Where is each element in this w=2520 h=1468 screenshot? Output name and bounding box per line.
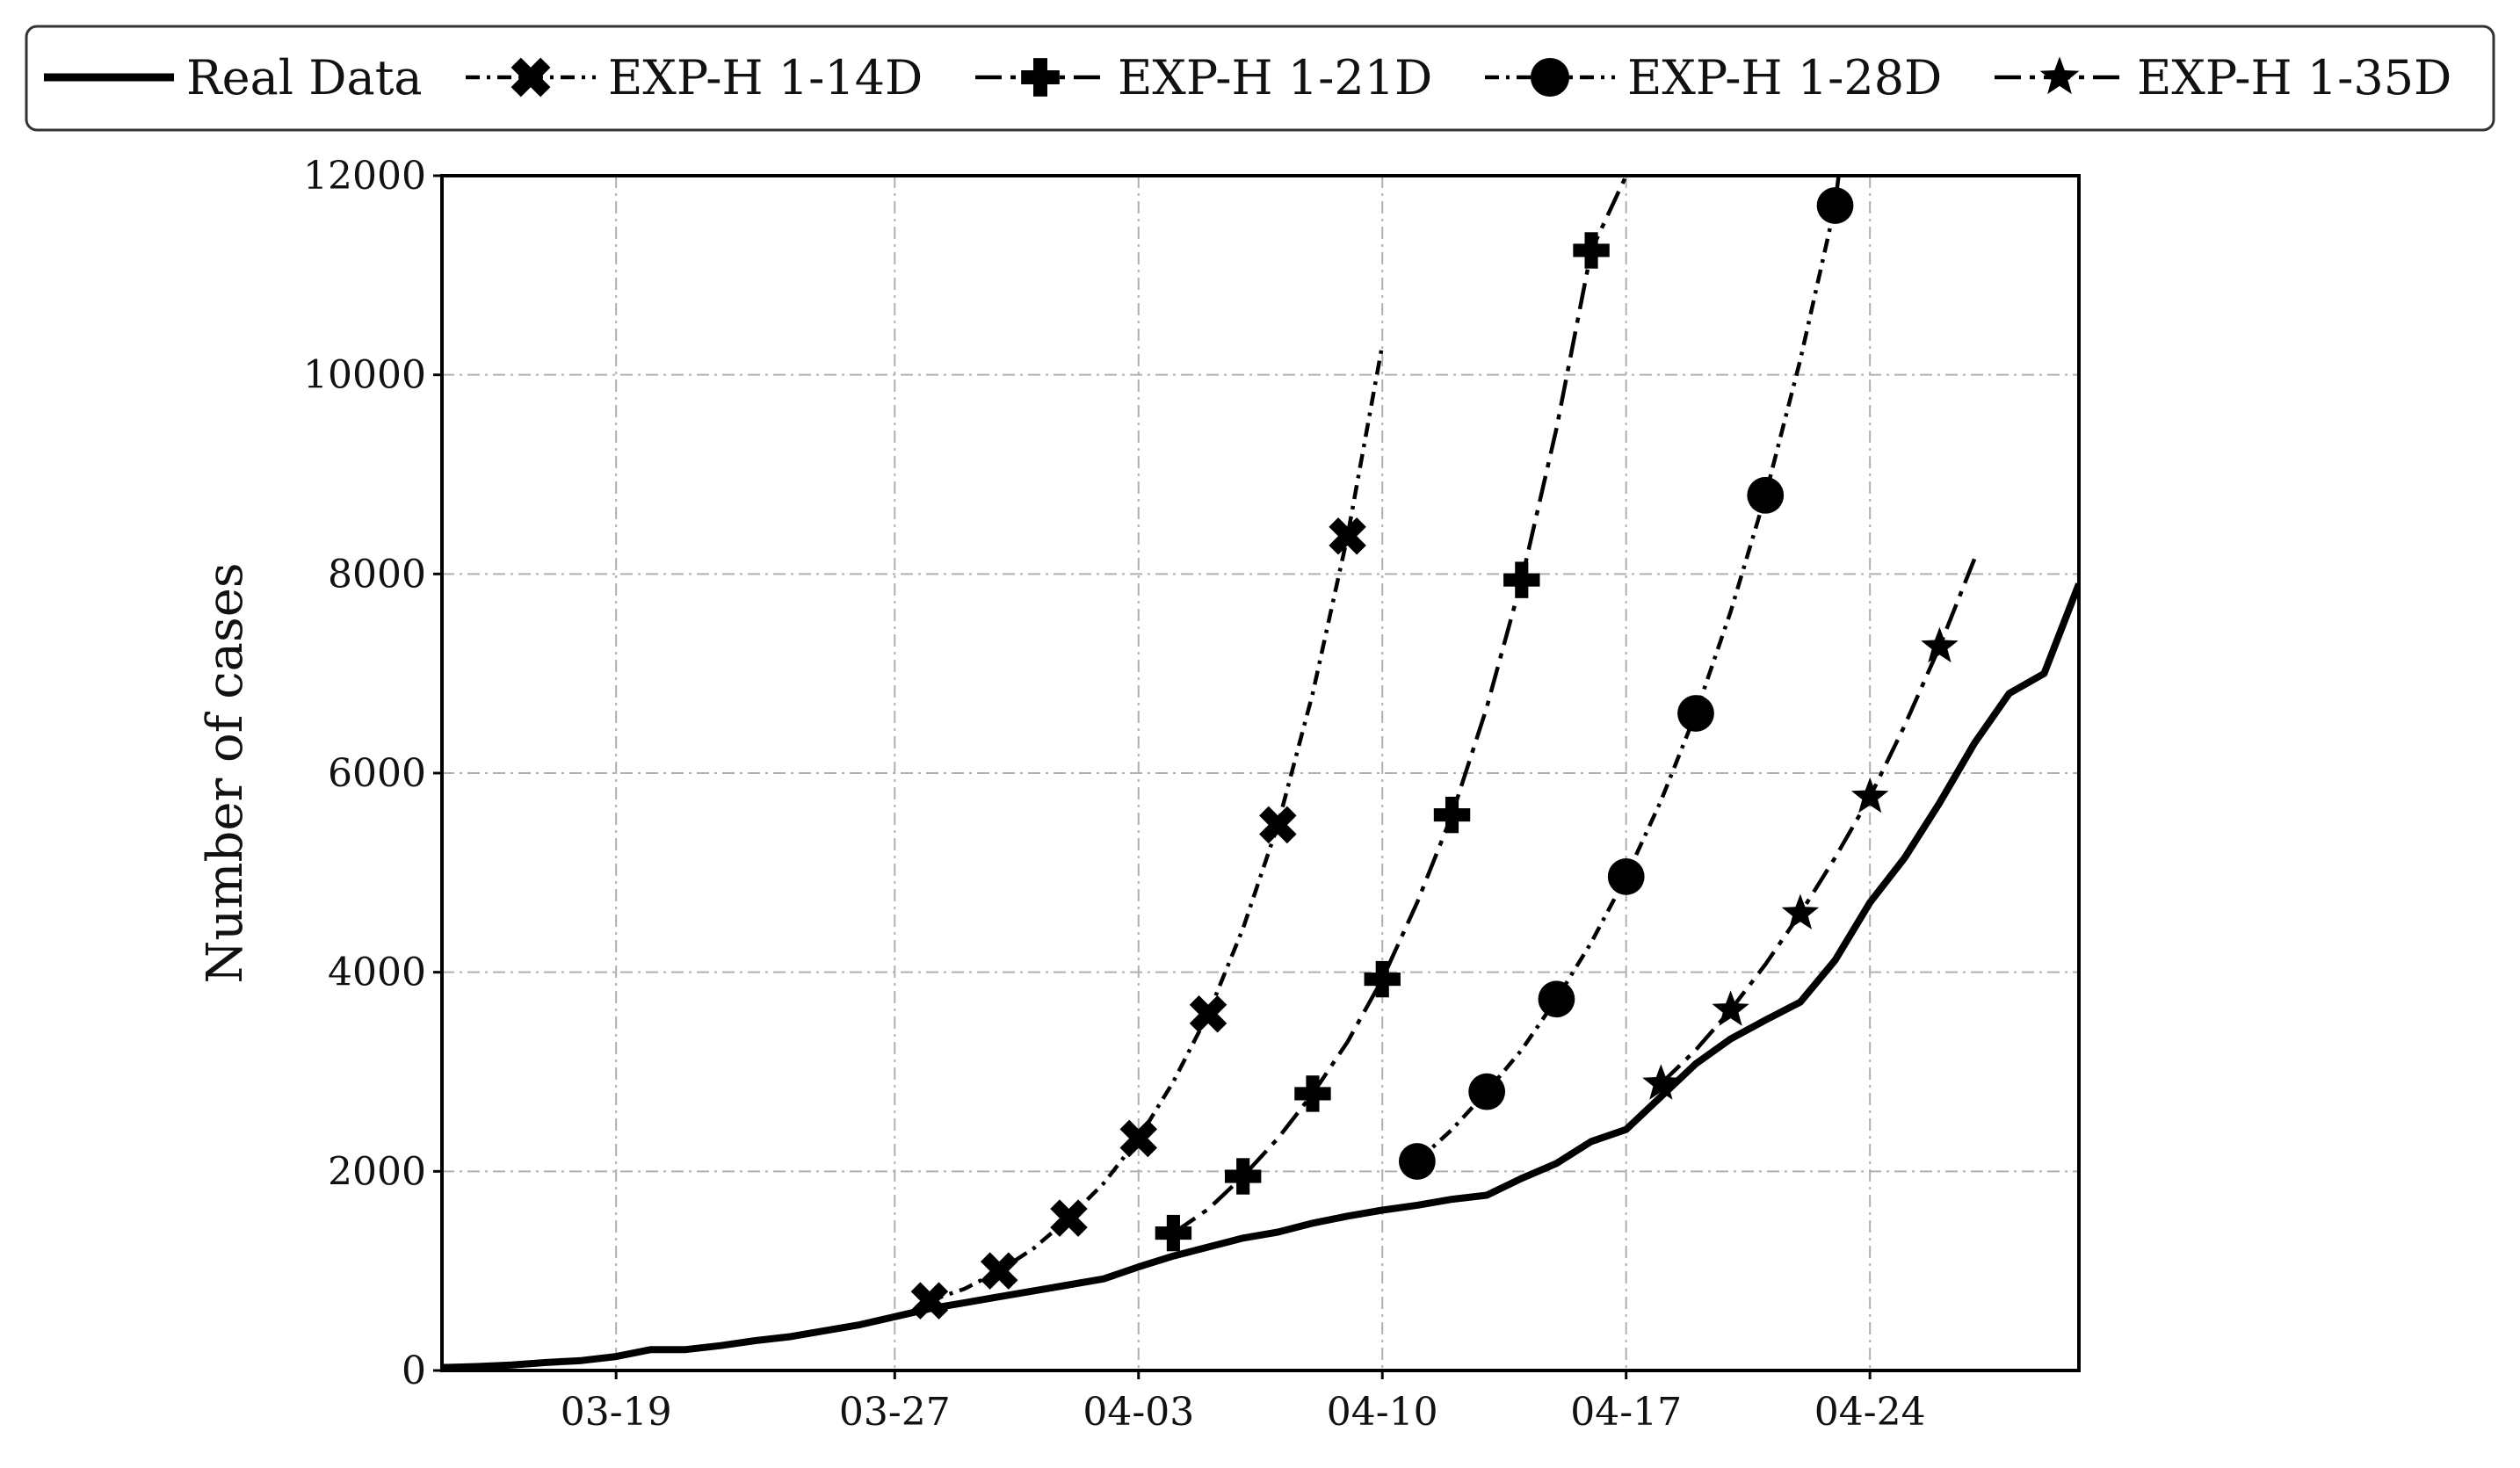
y-tick-label: 10000 xyxy=(303,353,426,398)
legend: Real Data EXP-H 1-14D EXP-H 1-21D EXP-H 1-2… xyxy=(25,25,2495,132)
y-tick-label: 8000 xyxy=(328,552,426,597)
data-point-marker xyxy=(1781,893,1820,929)
y-tick-label: 2000 xyxy=(328,1149,426,1194)
x-tick-label: 03-19 xyxy=(561,1390,672,1435)
y-tick-label: 4000 xyxy=(328,951,426,995)
data-point-marker xyxy=(1712,990,1749,1026)
data-point-marker xyxy=(1503,561,1540,598)
data-point-marker xyxy=(1747,476,1785,514)
x-tick-label: 04-17 xyxy=(1570,1390,1682,1435)
legend-label-real-data: Real Data xyxy=(186,50,423,105)
data-point-marker xyxy=(1189,995,1227,1033)
legend-marker-exp-h-1-21d xyxy=(1021,58,1060,97)
series-exp-h-1-28d xyxy=(1398,175,1854,1180)
data-point-marker xyxy=(1155,1214,1192,1252)
data-point-marker xyxy=(1850,777,1889,814)
data-point-marker xyxy=(1468,1073,1506,1110)
series-layer xyxy=(442,175,2079,1370)
data-point-marker xyxy=(1816,187,1854,224)
legend-frame xyxy=(25,25,2495,132)
data-point-marker xyxy=(1119,1119,1158,1158)
data-point-marker xyxy=(1677,695,1714,732)
data-point-marker xyxy=(1224,1158,1262,1195)
legend-label-exp-h-1-35d: EXP-H 1-35D xyxy=(2137,50,2451,105)
data-point-marker xyxy=(1921,626,1959,663)
series-line-exp-h-1-21d xyxy=(1172,175,1628,1235)
series-line-exp-h-1-35d xyxy=(1659,558,1977,1086)
data-point-marker xyxy=(1364,960,1401,998)
x-tick-label: 04-24 xyxy=(1814,1390,1926,1435)
series-exp-h-1-35d xyxy=(1642,558,1977,1100)
legend-marker-exp-h-1-35d xyxy=(2039,56,2080,95)
data-point-marker xyxy=(1573,232,1610,269)
series-line-exp-h-1-14d xyxy=(929,344,1385,1303)
grid xyxy=(442,175,2079,1371)
data-point-marker xyxy=(1329,517,1366,555)
y-tick-label: 12000 xyxy=(303,154,426,199)
y-axis-label: Number of cases xyxy=(197,562,254,983)
legend-marker-exp-h-1-14d xyxy=(511,57,551,98)
legend-label-exp-h-1-21d: EXP-H 1-21D xyxy=(1118,50,1432,105)
tick-layer: 0 2000 4000 6000 8000 10000 12000 03-19 03-27 04-… xyxy=(303,154,1926,1435)
series-exp-h-1-14d xyxy=(910,344,1385,1320)
series-line-real-data xyxy=(442,582,2079,1370)
series-exp-h-1-21d xyxy=(1155,175,1628,1252)
y-tick-label: 6000 xyxy=(328,751,426,796)
legend-label-exp-h-1-14d: EXP-H 1-14D xyxy=(608,50,923,105)
data-point-marker xyxy=(1607,857,1645,895)
data-point-marker xyxy=(1259,806,1297,844)
x-tick-label: 04-03 xyxy=(1083,1390,1194,1435)
data-point-marker xyxy=(1398,1143,1436,1180)
data-point-marker xyxy=(1050,1199,1088,1237)
legend-marker-exp-h-1-28d xyxy=(1530,57,1570,98)
data-point-marker xyxy=(1538,980,1575,1018)
x-tick-label: 03-27 xyxy=(839,1390,951,1435)
y-tick-label: 0 xyxy=(402,1349,426,1393)
data-point-marker xyxy=(1433,796,1471,834)
legend-label-exp-h-1-28d: EXP-H 1-28D xyxy=(1627,50,1942,105)
data-point-marker xyxy=(980,1252,1018,1290)
x-tick-label: 04-10 xyxy=(1327,1390,1438,1435)
data-point-marker xyxy=(1642,1064,1680,1100)
data-point-marker xyxy=(1294,1075,1331,1112)
series-real-data xyxy=(442,582,2079,1370)
data-point-marker xyxy=(910,1282,949,1320)
